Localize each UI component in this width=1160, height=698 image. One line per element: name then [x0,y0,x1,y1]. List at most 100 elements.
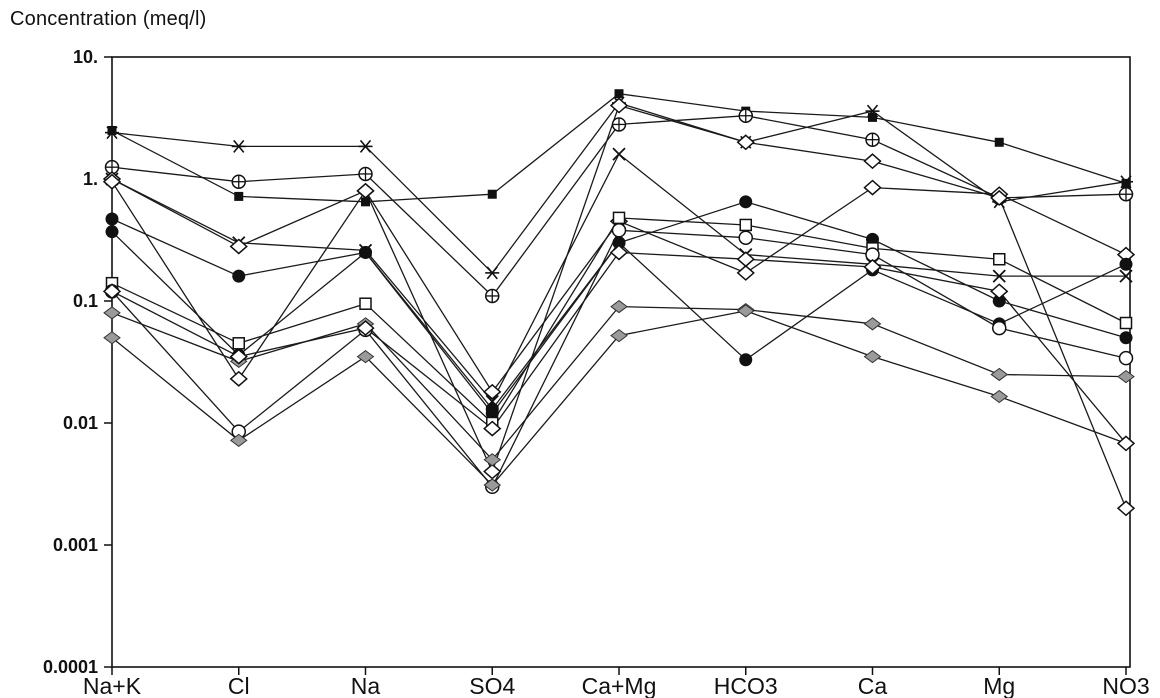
data-point [102,173,122,190]
data-point [1118,186,1134,202]
data-point [359,297,372,310]
x-category-label: Ca [858,673,888,698]
data-point [863,317,882,331]
data-point [990,283,1009,300]
data-point [229,433,248,448]
data-point [994,137,1004,147]
data-point [231,174,246,189]
x-category-label: Mg [983,673,1015,698]
data-point [990,389,1009,404]
data-point [483,478,502,492]
data-point [612,211,626,225]
plot-frame [111,56,1131,668]
series-line [111,178,1127,394]
data-point [611,223,627,238]
data-point [609,244,629,261]
data-point [1117,369,1135,384]
data-point [358,139,373,153]
data-point [736,264,755,281]
data-point [610,329,628,343]
data-point [356,320,375,337]
data-point [610,299,628,314]
data-point [1119,257,1133,271]
data-point [102,283,122,300]
data-point [863,153,882,170]
data-point [105,212,119,226]
data-point [1118,350,1134,366]
data-point [739,353,753,367]
data-point [863,349,882,364]
data-point [1119,316,1133,330]
data-point [231,139,246,153]
data-point [739,218,752,232]
data-point [992,320,1007,336]
data-point [105,225,119,239]
x-category-label: Na [351,673,381,698]
data-point [487,189,497,199]
data-point [739,195,753,209]
data-point [232,337,245,350]
y-axis-label: Concentration (meq/l) [10,8,207,30]
data-point [229,348,248,365]
data-point [1116,435,1136,452]
data-point [359,245,372,259]
data-point [361,197,370,207]
data-point [1121,178,1131,188]
x-category-label: Na+K [83,673,142,698]
data-point [736,134,755,151]
data-point [483,453,502,467]
data-point [992,294,1006,308]
data-point [107,125,117,135]
data-point [609,97,629,114]
data-point [104,159,120,175]
data-point [611,117,627,132]
data-point [736,304,755,318]
data-point [485,402,499,416]
data-point [356,182,375,199]
x-category-label: NO3 [1102,673,1149,698]
data-point [992,269,1006,283]
y-tick-label: 0.0001 [43,657,98,677]
data-point [863,179,882,196]
data-point [356,349,375,364]
data-point [738,108,753,123]
data-point [1119,269,1133,283]
y-tick-label: 0.01 [63,413,98,433]
series-line [111,229,1127,488]
data-point [868,112,877,122]
data-point [103,331,121,345]
data-point [483,383,502,400]
data-point [614,89,624,99]
data-point [612,147,626,161]
data-point [229,370,248,387]
data-point [229,238,248,255]
data-point [234,191,244,201]
data-point [993,252,1006,266]
data-point [863,258,882,275]
data-point [358,166,373,182]
x-category-label: SO4 [469,673,515,698]
data-point [865,132,880,147]
series-line [111,251,1127,444]
data-point [990,367,1009,382]
data-point [232,269,246,283]
data-point [485,288,500,304]
data-point [990,189,1009,206]
data-point [1119,331,1133,345]
y-tick-label: 1. [83,169,98,189]
data-point [612,236,626,250]
x-category-label: Ca+Mg [582,673,657,698]
data-point [485,266,500,280]
data-point [483,420,502,437]
y-tick-label: 0.001 [53,535,98,555]
x-category-label: Cl [228,673,250,698]
x-category-label: HCO3 [714,673,778,698]
data-point [103,306,121,320]
data-point [1116,500,1136,517]
y-tick-label: 10. [73,47,98,67]
data-point [736,251,755,268]
series-line [111,115,1127,297]
data-point [738,230,753,245]
y-tick-label: 0.1 [73,291,98,311]
